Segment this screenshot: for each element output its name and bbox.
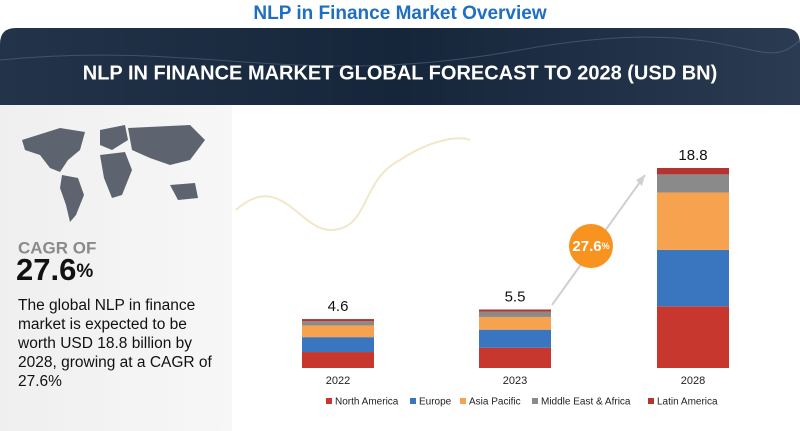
legend-label: Asia Pacific [469, 397, 521, 408]
description: The global NLP in finance market is expe… [18, 297, 212, 390]
bar-segment [479, 329, 551, 348]
bar-segment [657, 174, 729, 193]
legend-swatch [326, 398, 332, 404]
bar-segment [302, 325, 374, 338]
growth-badge-number: 27.6 [572, 238, 601, 255]
growth-badge-unit: % [602, 241, 610, 251]
bar-segment [657, 306, 729, 368]
cagr-value: 27.6% [16, 252, 93, 287]
bar-segment [657, 168, 729, 175]
bar-segment [479, 311, 551, 317]
growth-badge-label: 27.6% [572, 238, 609, 255]
bar-segment [479, 316, 551, 330]
legend-label: North America [335, 397, 399, 408]
bar-segment [302, 337, 374, 353]
legend-swatch [410, 398, 416, 404]
bar-segment [657, 249, 729, 307]
banner-title: NLP IN FINANCE MARKET GLOBAL FORECAST TO… [83, 62, 718, 84]
total-label: 18.8 [678, 147, 707, 164]
cagr-caption: CAGR OF [18, 238, 96, 257]
legend-swatch [460, 398, 466, 404]
bar-segment [302, 321, 374, 326]
legend-label: Europe [419, 397, 452, 408]
growth-arrowhead [636, 175, 645, 186]
x-tick-label: 2022 [326, 375, 350, 387]
x-tick-label: 2023 [503, 375, 527, 387]
bar-segment [657, 192, 729, 250]
x-tick-label: 2028 [681, 375, 705, 387]
bar-segment [302, 319, 374, 322]
page-title: NLP in Finance Market Overview [253, 3, 546, 24]
banner [0, 28, 800, 105]
banner-decoration [0, 36, 800, 67]
cagr-number: 27.6 [16, 252, 76, 287]
growth-badge [569, 224, 613, 268]
decorative-curve [235, 137, 471, 232]
bar-segment [302, 352, 374, 368]
bar-segment [479, 347, 551, 368]
world-map [22, 125, 205, 222]
legend-label: Latin America [657, 397, 718, 408]
bar-segment [479, 309, 551, 312]
legend-swatch [648, 398, 654, 404]
legend-label: Middle East & Africa [541, 397, 631, 408]
legend-swatch [532, 398, 538, 404]
cagr-unit: % [76, 261, 93, 282]
total-label: 4.6 [328, 298, 349, 315]
total-label: 5.5 [505, 288, 526, 305]
